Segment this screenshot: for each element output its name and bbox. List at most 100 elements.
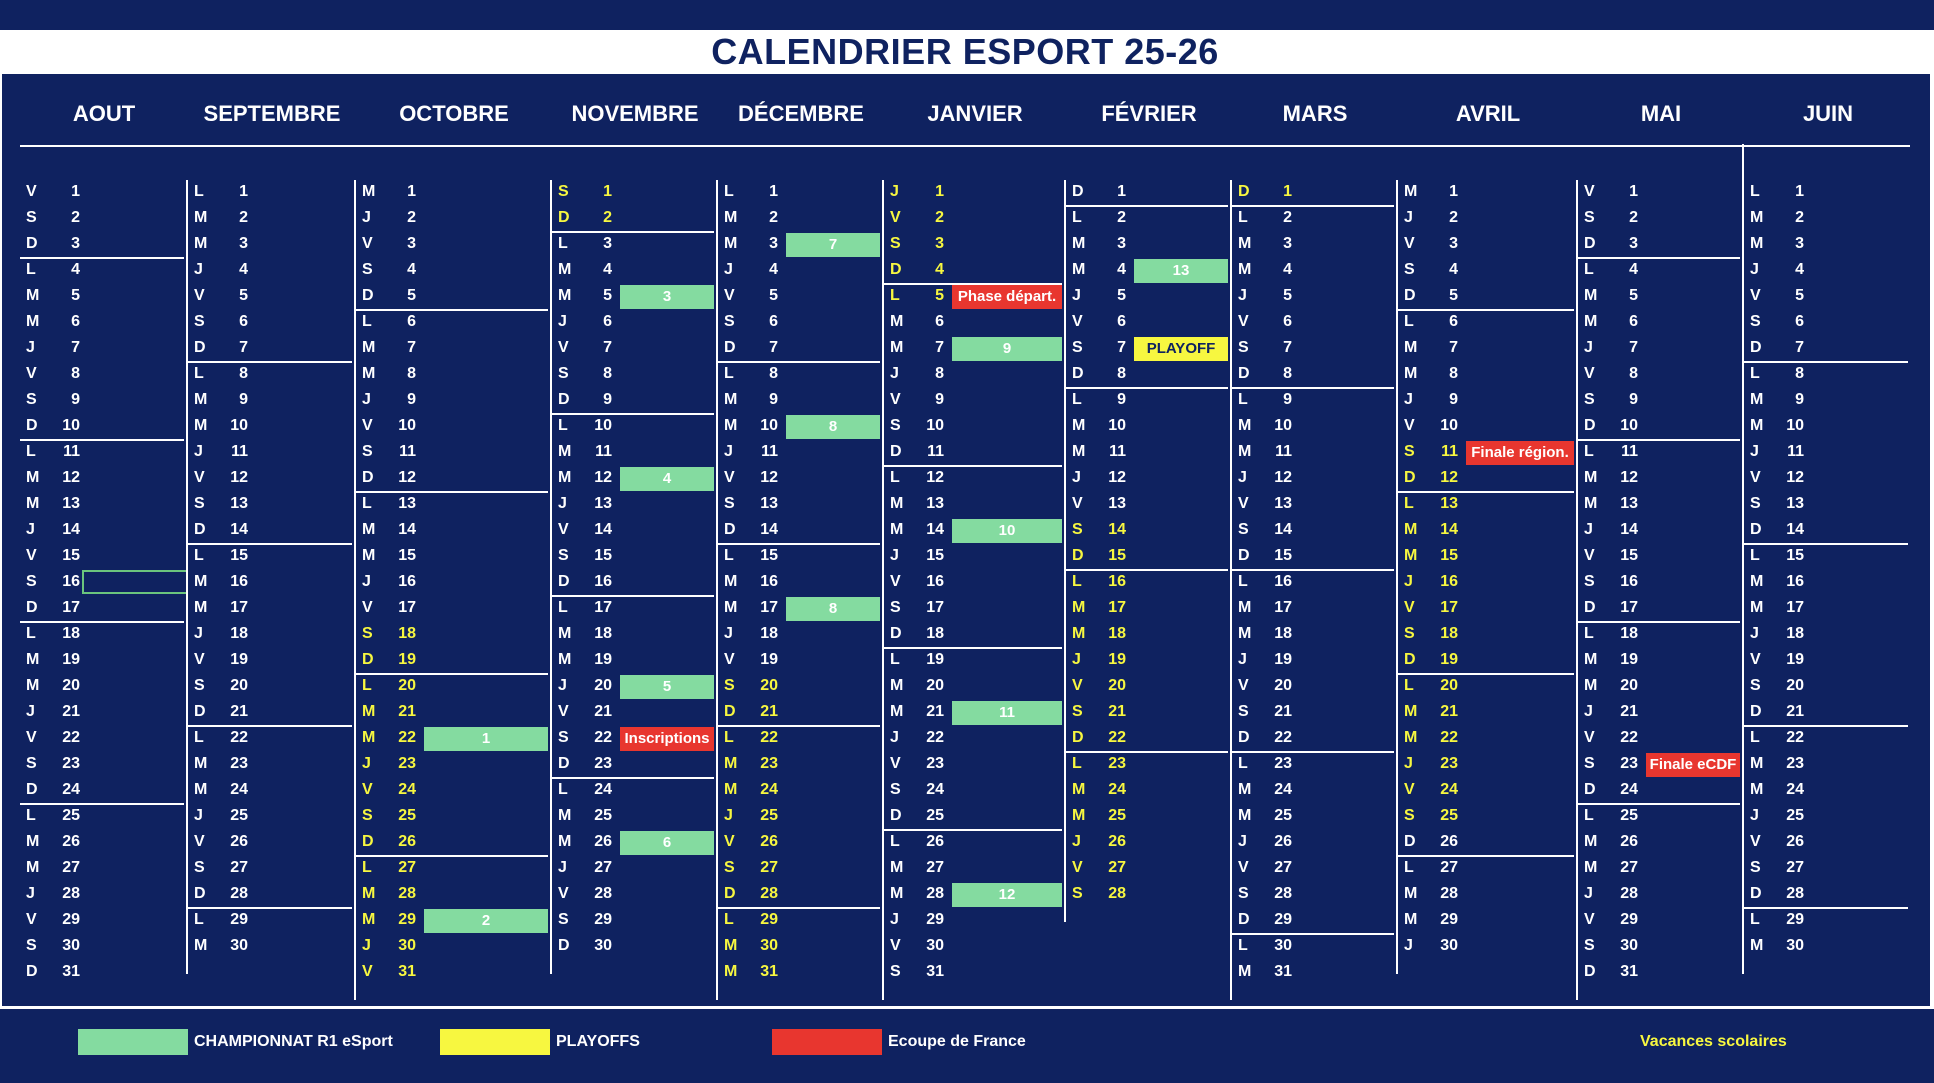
day-cell[interactable]: D 10 bbox=[1578, 414, 1744, 440]
event-cup-bar[interactable]: Finale eCDF bbox=[1646, 753, 1740, 777]
day-cell[interactable]: L 18 bbox=[1578, 622, 1744, 648]
day-cell[interactable]: L 29 bbox=[718, 908, 884, 934]
day-cell[interactable]: D 26 bbox=[356, 830, 552, 856]
day-cell[interactable]: D 21 bbox=[188, 700, 356, 726]
day-cell[interactable]: M 23 bbox=[188, 752, 356, 778]
day-cell[interactable]: L 15 bbox=[188, 544, 356, 570]
day-cell[interactable]: D 31 bbox=[20, 960, 188, 986]
day-cell[interactable]: J 11 bbox=[188, 440, 356, 466]
day-cell[interactable]: V 17 bbox=[1398, 596, 1578, 622]
day-cell[interactable]: V 13 bbox=[1066, 492, 1232, 518]
day-cell[interactable]: L 16 bbox=[1066, 570, 1232, 596]
day-cell[interactable]: M 25 bbox=[552, 804, 718, 830]
day-cell[interactable]: V 14 bbox=[552, 518, 718, 544]
event-champ-bar[interactable]: 12 bbox=[952, 883, 1062, 907]
day-cell[interactable]: L 13 bbox=[356, 492, 552, 518]
day-cell[interactable]: V 22 bbox=[1578, 726, 1744, 752]
day-cell[interactable]: V 23 bbox=[884, 752, 1066, 778]
day-cell[interactable]: J 18 bbox=[718, 622, 884, 648]
day-cell[interactable]: J 14 bbox=[20, 518, 188, 544]
day-cell[interactable]: S 30 bbox=[1578, 934, 1744, 960]
day-cell[interactable]: J 29 bbox=[884, 908, 1066, 934]
day-cell[interactable]: V 26 bbox=[718, 830, 884, 856]
day-cell[interactable]: L 22 bbox=[1744, 726, 1912, 752]
day-cell[interactable]: S 27 bbox=[1744, 856, 1912, 882]
day-cell[interactable]: D 17 bbox=[20, 596, 188, 622]
day-cell[interactable]: M 28 bbox=[884, 882, 1066, 908]
day-cell[interactable]: V 26 bbox=[1744, 830, 1912, 856]
day-cell[interactable]: J 26 bbox=[1232, 830, 1398, 856]
day-cell[interactable]: S 16 bbox=[1578, 570, 1744, 596]
event-cup-bar[interactable]: Inscriptions bbox=[620, 727, 714, 751]
day-cell[interactable]: M 19 bbox=[552, 648, 718, 674]
day-cell[interactable]: D 24 bbox=[20, 778, 188, 804]
day-cell[interactable]: S 15 bbox=[552, 544, 718, 570]
day-cell[interactable]: M 22 bbox=[356, 726, 552, 752]
day-cell[interactable]: S 16 bbox=[20, 570, 188, 596]
day-cell[interactable]: S 20 bbox=[718, 674, 884, 700]
day-cell[interactable]: S 21 bbox=[1232, 700, 1398, 726]
day-cell[interactable]: M 10 bbox=[1744, 414, 1912, 440]
day-cell[interactable]: M 24 bbox=[1232, 778, 1398, 804]
day-cell[interactable]: S 17 bbox=[884, 596, 1066, 622]
day-cell[interactable]: L 22 bbox=[718, 726, 884, 752]
day-cell[interactable]: V 19 bbox=[1744, 648, 1912, 674]
event-champ-bar[interactable]: 1 bbox=[424, 727, 548, 751]
day-cell[interactable]: M 24 bbox=[1066, 778, 1232, 804]
day-cell[interactable]: J 26 bbox=[1066, 830, 1232, 856]
day-cell[interactable]: M 17 bbox=[1232, 596, 1398, 622]
day-cell[interactable]: L 29 bbox=[188, 908, 356, 934]
day-cell[interactable]: D 24 bbox=[1578, 778, 1744, 804]
day-cell[interactable]: M 14 bbox=[356, 518, 552, 544]
day-cell[interactable]: M 30 bbox=[718, 934, 884, 960]
day-cell[interactable]: M 15 bbox=[356, 544, 552, 570]
day-cell[interactable]: S 14 bbox=[1232, 518, 1398, 544]
day-cell[interactable]: M 11 bbox=[552, 440, 718, 466]
day-cell[interactable]: S 29 bbox=[552, 908, 718, 934]
day-cell[interactable]: J 28 bbox=[1578, 882, 1744, 908]
day-cell[interactable]: M 12 bbox=[20, 466, 188, 492]
day-cell[interactable]: J 18 bbox=[188, 622, 356, 648]
day-cell[interactable]: D 19 bbox=[356, 648, 552, 674]
day-cell[interactable]: L 13 bbox=[1398, 492, 1578, 518]
day-cell[interactable]: V 27 bbox=[1232, 856, 1398, 882]
event-champ-bar[interactable]: 10 bbox=[952, 519, 1062, 543]
day-cell[interactable]: J 23 bbox=[1398, 752, 1578, 778]
day-cell[interactable]: S 18 bbox=[1398, 622, 1578, 648]
day-cell[interactable]: M 28 bbox=[356, 882, 552, 908]
day-cell[interactable]: S 13 bbox=[188, 492, 356, 518]
day-cell[interactable]: M 10 bbox=[1232, 414, 1398, 440]
day-cell[interactable]: M 17 bbox=[1744, 596, 1912, 622]
day-cell[interactable]: M 17 bbox=[188, 596, 356, 622]
day-cell[interactable]: D 17 bbox=[1578, 596, 1744, 622]
day-cell[interactable]: S 25 bbox=[1398, 804, 1578, 830]
day-cell[interactable]: L 10 bbox=[552, 414, 718, 440]
